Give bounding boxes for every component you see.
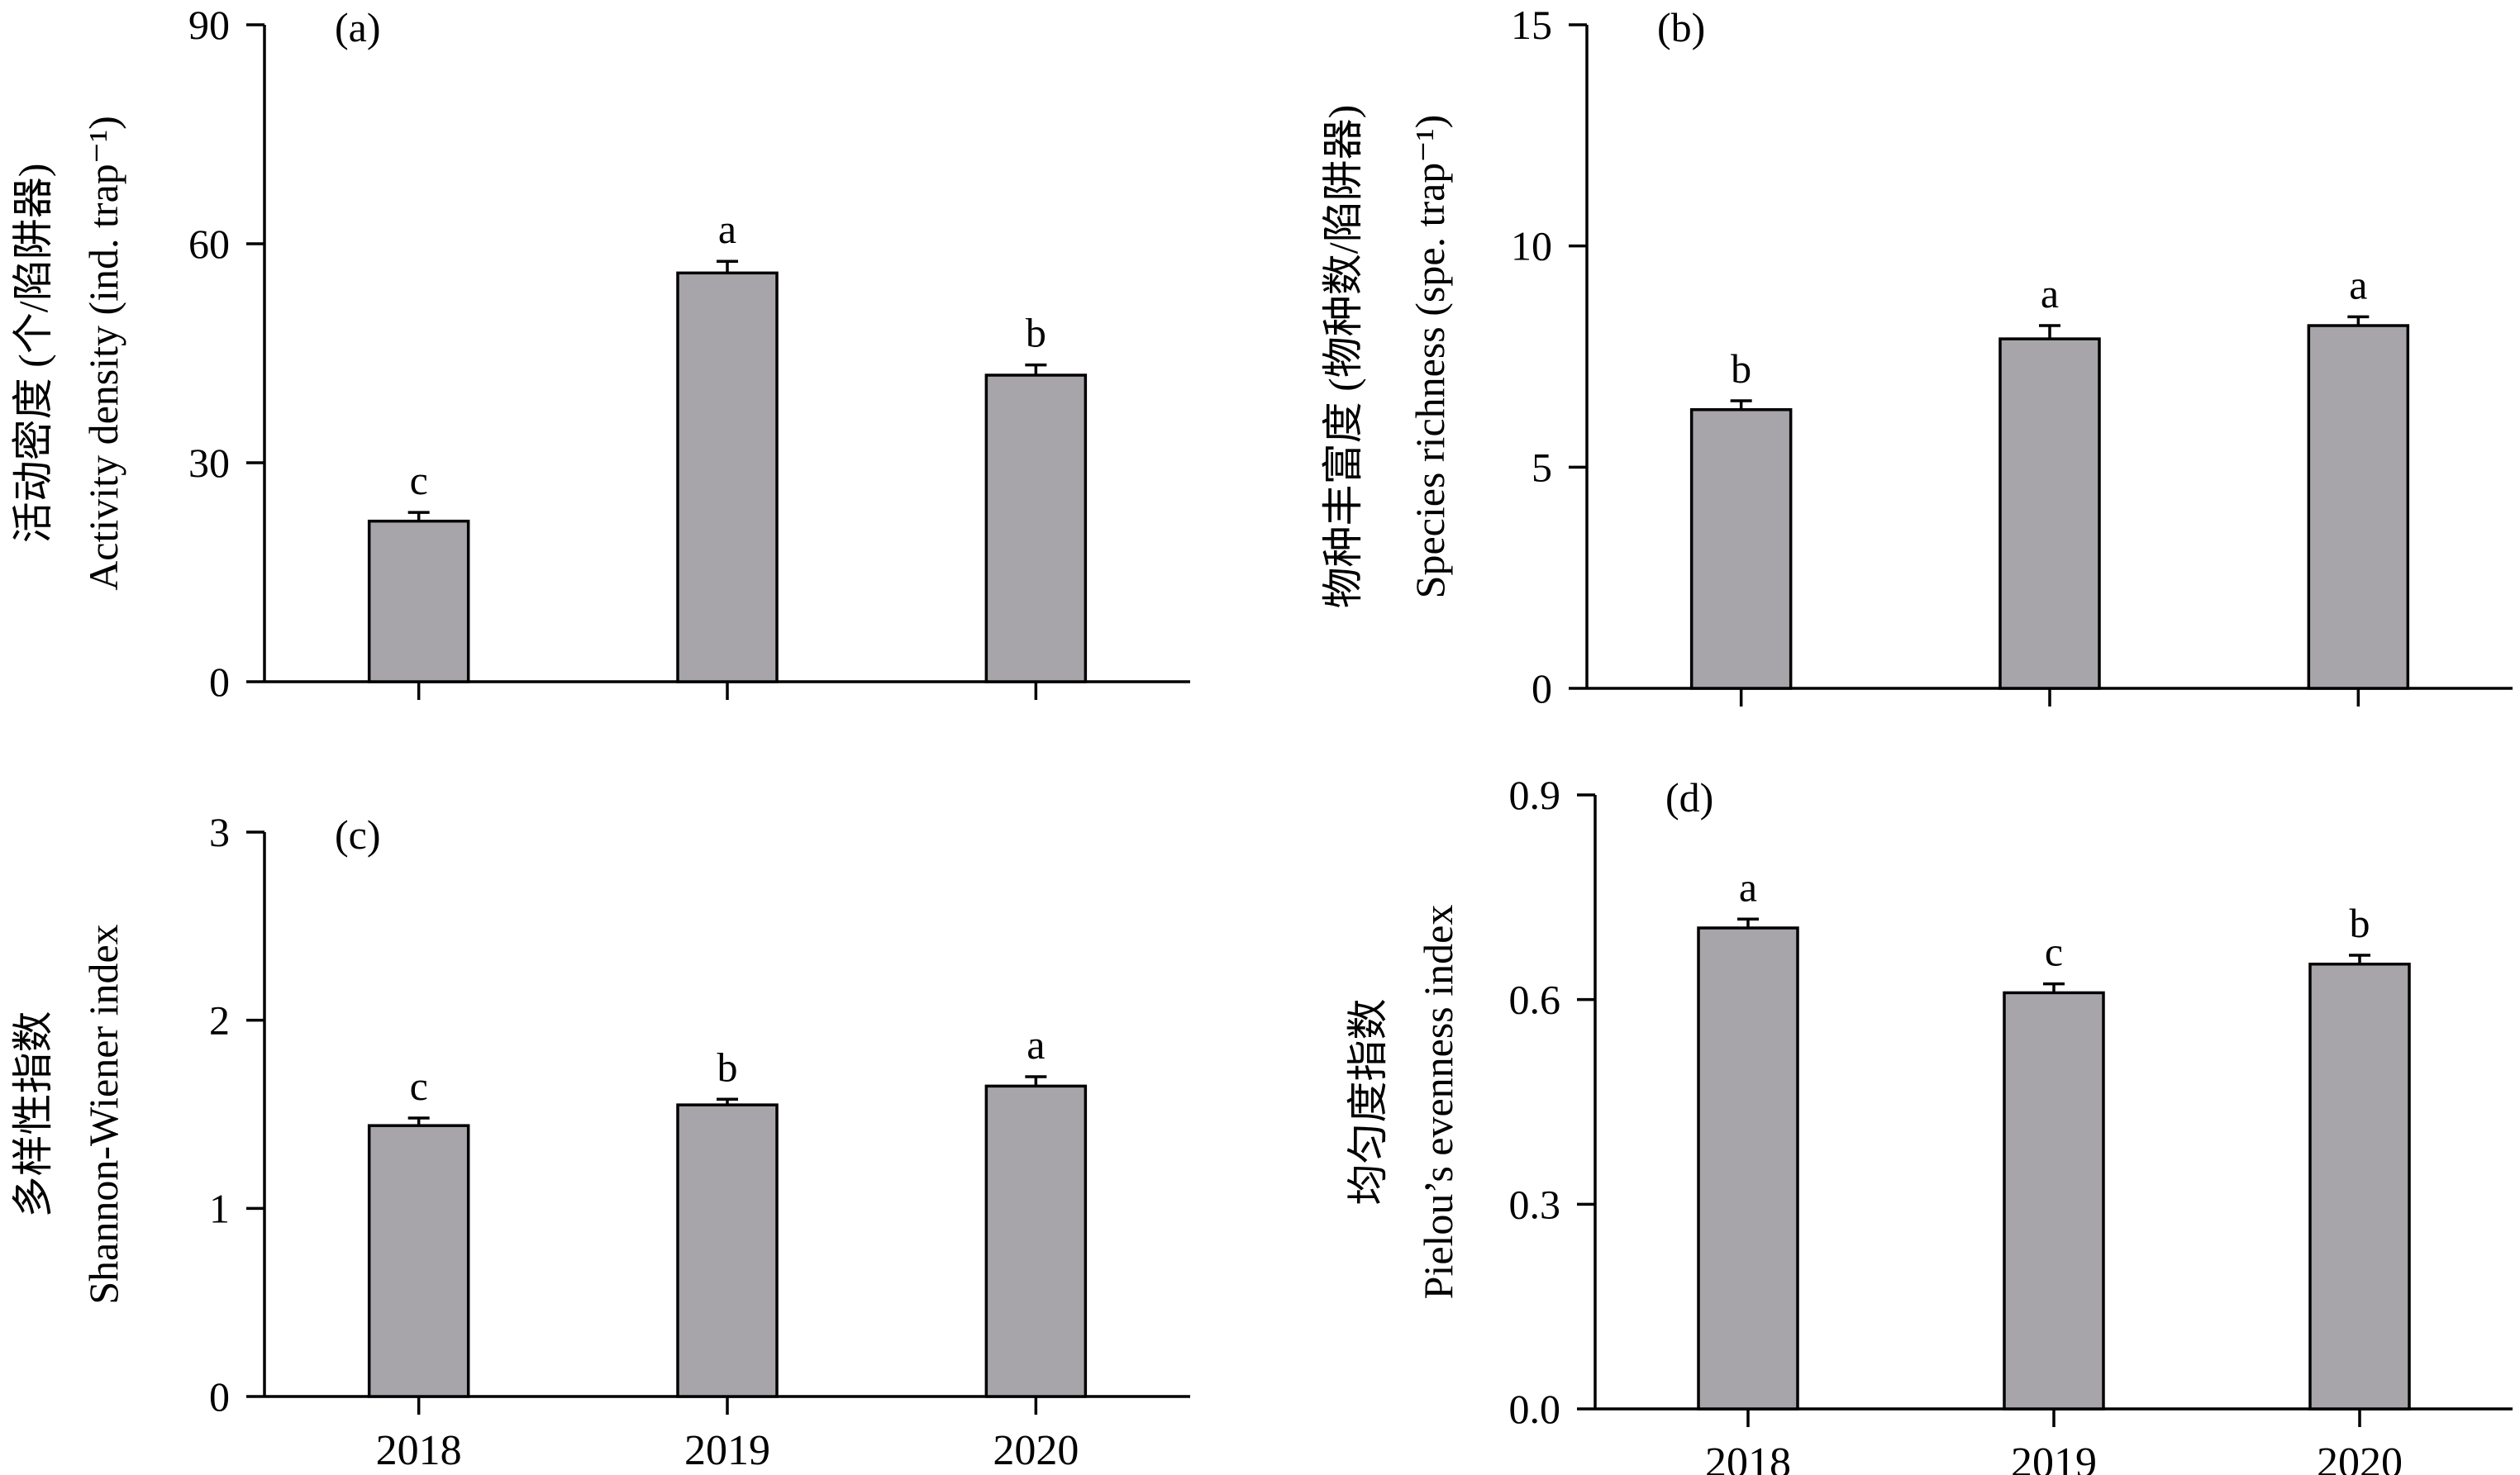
- y-axis-label: 物种丰富度 (物种数/陷阱器): [1320, 105, 1366, 609]
- y-tick-label: 5: [1532, 444, 1552, 490]
- significance-letter: a: [2349, 261, 2367, 307]
- panel-c-chart: 0 1 2 3 2018 c 2019 b 2020 a (c) 多样性指数 Shannon-Wiene…: [10, 809, 1190, 1474]
- y-tick-label: 90: [188, 2, 230, 48]
- bar: [2308, 962, 2411, 1411]
- error-bar: [407, 1116, 430, 1126]
- panel-a-chart: 0 30 60 90 c a b (a) 活动密度 (个/陷阱器) Activity densit…: [10, 2, 1190, 705]
- significance-letter: a: [718, 206, 736, 252]
- bar: [676, 271, 779, 683]
- error-bar: [717, 1097, 738, 1106]
- y-tick-label: 0.9: [1509, 772, 1561, 818]
- significance-letter: c: [2045, 929, 2063, 975]
- significance-letter: c: [410, 457, 428, 503]
- bar: [2003, 991, 2105, 1411]
- y-axis-label: 均匀度指数: [1345, 999, 1391, 1206]
- panel-b-chart: 0 5 10 15 b a a (b) 物种丰富度 (物种数/陷阱器) Species richn…: [1320, 2, 2513, 711]
- y-axis-label: 活动密度 (个/陷阱器): [10, 164, 56, 544]
- y-tick-label: 10: [1511, 223, 1552, 269]
- error-bar: [1025, 1075, 1047, 1087]
- panel-label: (b): [1657, 4, 1705, 50]
- significance-letter: c: [410, 1063, 428, 1109]
- y-axis-label: Species richness (spe. trap⁻¹): [1407, 115, 1453, 599]
- error-bar: [1737, 917, 1759, 928]
- y-axis-label: Activity density (ind. trap⁻¹): [80, 116, 126, 591]
- panel-d-chart: 0.0 0.3 0.6 0.9 2018 a 2019 c 2020 b (d) 均匀度指数 Pielo…: [1345, 772, 2513, 1475]
- y-tick-label: 0: [209, 1373, 230, 1420]
- y-tick-label: 0: [209, 659, 230, 705]
- error-bar: [717, 259, 738, 274]
- error-bar: [2349, 954, 2370, 964]
- panel-label: (a): [335, 4, 381, 50]
- bar: [676, 1103, 779, 1398]
- y-axis-label: Pielou’s evenness index: [1415, 905, 1461, 1300]
- significance-letter: b: [1026, 310, 1046, 356]
- bar: [984, 1084, 1088, 1398]
- x-tick-label: 2019: [684, 1427, 770, 1474]
- y-axis-label: Shannon-Wiener index: [80, 924, 126, 1304]
- y-tick-label: 0.3: [1509, 1181, 1561, 1227]
- y-tick-label: 1: [209, 1185, 230, 1231]
- bar: [1998, 337, 2101, 690]
- error-bar: [2039, 324, 2060, 340]
- y-tick-label: 0.0: [1509, 1386, 1561, 1432]
- y-tick-label: 60: [188, 221, 230, 267]
- error-bar: [407, 511, 430, 521]
- y-tick-label: 0: [1532, 665, 1552, 711]
- y-tick-label: 3: [209, 809, 230, 855]
- error-bar: [2043, 982, 2065, 993]
- y-tick-label: 0.6: [1509, 977, 1561, 1023]
- significance-letter: b: [717, 1044, 738, 1090]
- x-tick-label: 2018: [376, 1427, 462, 1474]
- bar: [1697, 926, 1799, 1411]
- significance-letter: b: [2350, 900, 2370, 946]
- bar: [984, 374, 1088, 683]
- bar: [367, 519, 470, 683]
- panel-label: (d): [1665, 774, 1713, 821]
- error-bar: [2347, 315, 2370, 326]
- y-tick-label: 30: [188, 440, 230, 486]
- y-tick-label: 2: [209, 997, 230, 1044]
- significance-letter: b: [1731, 345, 1751, 392]
- x-tick-label: 2020: [993, 1427, 1079, 1474]
- x-tick-label: 2020: [2317, 1439, 2403, 1475]
- bar: [2307, 324, 2410, 690]
- significance-letter: a: [1739, 864, 1757, 910]
- bar: [367, 1124, 470, 1398]
- significance-letter: a: [1027, 1021, 1045, 1068]
- panel-label: (c): [335, 811, 381, 858]
- x-tick-label: 2018: [1705, 1439, 1791, 1475]
- x-tick-label: 2019: [2011, 1439, 2097, 1475]
- y-tick-label: 15: [1511, 2, 1552, 48]
- y-axis-label: 多样性指数: [10, 1011, 56, 1218]
- error-bar: [1025, 363, 1047, 375]
- error-bar: [1730, 399, 1752, 410]
- bar: [1689, 407, 1793, 690]
- significance-letter: a: [2041, 270, 2059, 316]
